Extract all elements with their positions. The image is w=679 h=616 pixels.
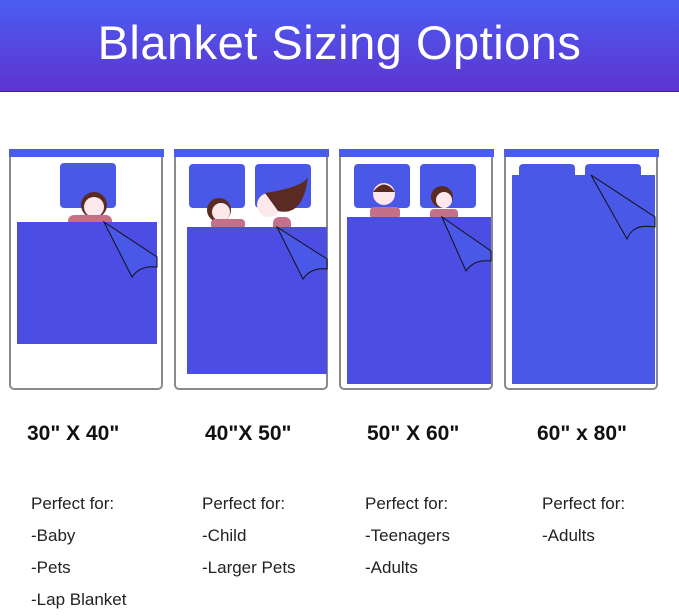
size-label: 50" X 60"	[367, 422, 460, 445]
bed-illustration-adult	[504, 149, 659, 390]
uses-list: Perfect for: -Adults	[542, 488, 625, 552]
use-item: -Teenagers	[365, 526, 451, 545]
size-label: 40"X 50"	[205, 422, 292, 445]
use-item: -Larger Pets	[202, 558, 296, 577]
use-item: -Baby	[31, 526, 76, 545]
size-label: 30" X 40"	[27, 422, 120, 445]
bed-illustration-baby	[9, 149, 164, 390]
use-item: -Adults	[365, 558, 418, 577]
uses-heading: Perfect for:	[31, 494, 115, 513]
use-item: -Adults	[542, 526, 595, 545]
uses-list: Perfect for: -Teenagers -Adults	[365, 488, 450, 584]
bed-illustration-teen	[339, 149, 494, 390]
page-title: Blanket Sizing Options	[97, 16, 582, 69]
size-label: 60" x 80"	[537, 422, 627, 445]
uses-list: Perfect for: -Baby -Pets -Lap Blanket	[31, 488, 126, 616]
use-item: -Lap Blanket	[31, 590, 127, 609]
uses-heading: Perfect for:	[365, 494, 449, 513]
uses-heading: Perfect for:	[542, 494, 626, 513]
title-banner: Blanket Sizing Options	[0, 0, 679, 92]
uses-list: Perfect for: -Child -Larger Pets	[202, 488, 296, 584]
use-item: -Pets	[31, 558, 71, 577]
blanket	[17, 222, 157, 344]
use-item: -Child	[202, 526, 247, 545]
uses-heading: Perfect for:	[202, 494, 286, 513]
bed-illustration-child	[174, 149, 329, 390]
